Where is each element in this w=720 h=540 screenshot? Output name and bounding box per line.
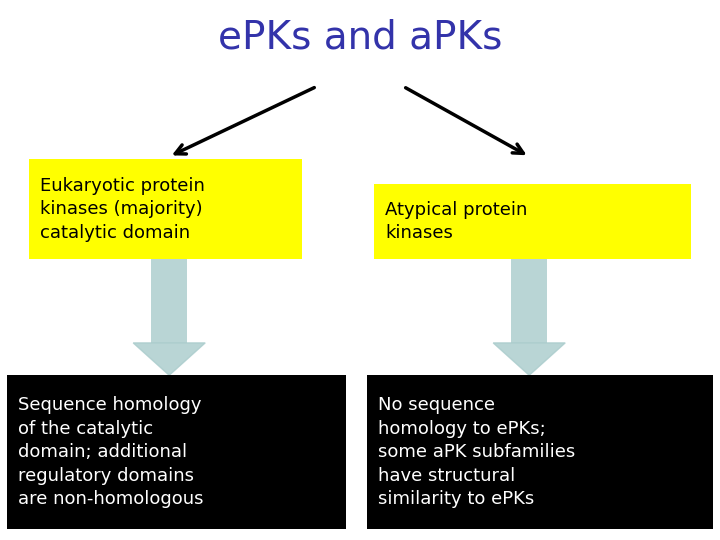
Text: Atypical protein
kinases: Atypical protein kinases [385, 200, 528, 242]
Polygon shape [493, 343, 565, 375]
Text: Sequence homology
of the catalytic
domain; additional
regulatory domains
are non: Sequence homology of the catalytic domai… [18, 396, 204, 509]
Text: Eukaryotic protein
kinases (majority)
catalytic domain: Eukaryotic protein kinases (majority) ca… [40, 177, 204, 242]
Text: ePKs and aPKs: ePKs and aPKs [218, 19, 502, 57]
Bar [374, 184, 691, 259]
Bar [29, 159, 302, 259]
Text: No sequence
homology to ePKs;
some aPK subfamilies
have structural
similarity to: No sequence homology to ePKs; some aPK s… [378, 396, 575, 509]
Polygon shape [133, 343, 205, 375]
Bar [151, 259, 187, 343]
Bar [367, 375, 713, 529]
Bar [7, 375, 346, 529]
Bar [511, 259, 547, 343]
